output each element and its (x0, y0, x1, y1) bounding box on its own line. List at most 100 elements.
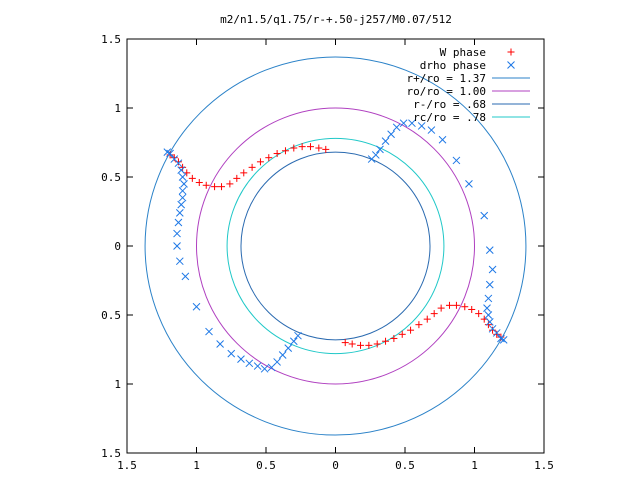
point-w-phase (415, 321, 423, 329)
point-drho-phase (392, 123, 401, 132)
point-drho-phase (480, 211, 489, 220)
point-w-phase (493, 330, 501, 338)
legend-marker (507, 48, 515, 56)
point-drho-phase (178, 193, 187, 202)
reference-circles (144, 56, 527, 436)
point-drho-phase (177, 166, 186, 174)
point-w-phase (290, 144, 298, 152)
point-w-phase (484, 321, 492, 329)
point-drho-phase (181, 272, 190, 281)
point-drho-phase (253, 362, 262, 370)
point-drho-phase (284, 344, 293, 352)
point-drho-phase (178, 173, 187, 181)
point-drho-phase (174, 159, 183, 168)
point-w-phase (273, 150, 281, 158)
point-w-phase (382, 337, 390, 345)
point-drho-phase (216, 340, 224, 348)
point-w-phase (170, 154, 178, 162)
point-w-phase (226, 180, 234, 188)
legend-label: W phase (440, 46, 486, 59)
point-drho-phase (294, 331, 302, 340)
x-tick-label: 0.5 (395, 459, 415, 472)
point-drho-phase (485, 246, 494, 254)
point-w-phase (202, 181, 210, 189)
point-drho-phase (484, 311, 493, 319)
point-w-phase (179, 163, 187, 171)
legend-label: r+/ro = 1.37 (407, 72, 486, 85)
axis-ticks: 1.5 1 0.5 0 0.5 1 1.51.510.500.511.5 (101, 33, 554, 472)
point-w-phase (256, 158, 264, 166)
point-w-phase (437, 304, 445, 312)
x-tick-label: 1 (193, 459, 200, 472)
circle-rc-ro-78 (226, 137, 445, 355)
point-w-phase (322, 145, 330, 153)
point-drho-phase (417, 122, 426, 130)
point-w-phase (240, 169, 248, 177)
point-drho-phase (173, 229, 181, 238)
point-drho-phase (180, 180, 188, 188)
legend-marker (507, 61, 515, 69)
point-drho-phase (173, 242, 181, 250)
point-drho-phase (427, 126, 436, 134)
point-w-phase (423, 315, 431, 323)
point-w-phase (306, 143, 314, 151)
point-w-phase (348, 340, 356, 348)
legend-label: drho phase (420, 59, 486, 72)
point-w-phase (475, 310, 483, 318)
y-tick-label: 0.5 (101, 309, 121, 322)
point-w-phase (233, 174, 241, 182)
legend-label: r-/ro = .68 (413, 98, 486, 111)
legend-label: ro/ro = 1.00 (407, 85, 486, 98)
point-w-phase (315, 144, 323, 152)
point-drho-phase (497, 334, 505, 343)
point-w-phase (365, 341, 373, 349)
point-drho-phase (438, 135, 447, 144)
point-w-phase (390, 334, 398, 342)
point-drho-phase (260, 364, 269, 373)
y-tick-label: 1 (114, 102, 121, 115)
point-drho-phase (175, 257, 184, 266)
y-tick-label: 1.5 (101, 447, 121, 460)
point-drho-phase (484, 294, 493, 303)
point-w-phase (248, 163, 256, 171)
point-drho-phase (376, 145, 384, 154)
point-drho-phase (485, 280, 494, 289)
point-drho-phase (174, 218, 183, 227)
point-drho-phase (289, 337, 298, 346)
point-w-phase (445, 301, 453, 309)
point-drho-phase (273, 358, 281, 366)
point-drho-phase (237, 355, 245, 364)
point-w-phase (407, 326, 415, 334)
point-drho-phase (175, 209, 184, 217)
x-tick-label: 1 (471, 459, 478, 472)
point-drho-phase (387, 130, 395, 139)
point-drho-phase (166, 149, 174, 158)
y-tick-label: 1 (114, 378, 121, 391)
point-w-phase (341, 339, 349, 347)
point-w-phase (174, 158, 182, 166)
point-w-phase (468, 305, 476, 313)
point-drho-phase (227, 349, 236, 358)
point-w-phase (398, 330, 406, 338)
point-w-phase (298, 143, 306, 151)
point-w-phase (211, 183, 219, 191)
point-w-phase (452, 301, 460, 309)
point-w-phase (195, 179, 203, 187)
point-drho-phase (485, 318, 494, 326)
y-tick-label: 1.5 (101, 33, 121, 46)
point-w-phase (430, 310, 438, 318)
point-drho-phase (452, 156, 461, 165)
data-points (163, 119, 508, 373)
x-tick-label: 0 (332, 459, 339, 472)
point-drho-phase (205, 327, 213, 336)
point-w-phase (188, 174, 196, 182)
point-drho-phase (278, 351, 287, 359)
point-drho-phase (245, 359, 254, 368)
point-drho-phase (178, 186, 187, 195)
point-w-phase (265, 154, 273, 162)
point-drho-phase (177, 200, 186, 209)
point-w-phase (281, 147, 289, 155)
point-drho-phase (192, 302, 201, 311)
point-drho-phase (483, 304, 491, 312)
